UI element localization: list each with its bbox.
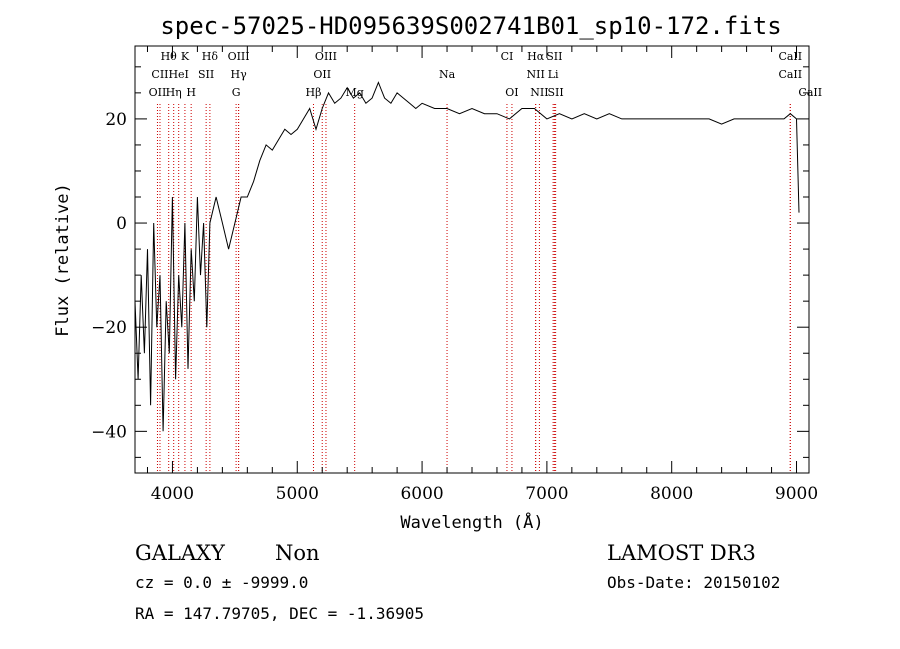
x-axis-label: Wavelength (Å)	[400, 511, 543, 533]
spectral-line-label: Li	[548, 68, 559, 81]
spectral-line-label: SII	[198, 68, 214, 81]
x-tick-label: 9000	[775, 484, 818, 504]
coordinates-readout: RA = 147.79705, DEC = -1.36905	[135, 604, 424, 623]
x-tick-label: 4000	[151, 484, 194, 504]
spectral-line-label: SII	[546, 50, 562, 63]
spectral-line-label: SII	[548, 86, 564, 99]
spectrum-series-line	[134, 81, 800, 432]
spectral-line-label: CI	[501, 50, 514, 63]
spectral-line-label: K	[181, 50, 190, 63]
x-tick-label: 7000	[525, 484, 568, 504]
spectral-line-label: CII	[151, 68, 168, 81]
spectral-line-label: Hη	[166, 86, 182, 99]
y-tick-label: 0	[116, 214, 127, 234]
object-subclass: Non	[275, 541, 320, 565]
y-tick-label: 20	[105, 110, 127, 130]
spectral-line-label: Hβ	[306, 86, 322, 99]
object-class: GALAXY	[135, 541, 226, 565]
x-tick-label: 5000	[276, 484, 319, 504]
observation-date: Obs-Date: 20150102	[607, 573, 780, 592]
spectral-line-label: CaII	[778, 50, 802, 63]
spectral-line-label: Mg	[346, 86, 364, 99]
spectral-line-label: NII	[530, 86, 548, 99]
survey-name: LAMOST DR3	[607, 541, 756, 565]
spectral-line-label: Hθ	[161, 50, 178, 63]
spectral-line-label: H	[186, 86, 196, 99]
spectral-line-label: Hδ	[202, 50, 219, 63]
spectral-line-label: OIII	[228, 50, 250, 63]
spectral-line-label: HeI	[168, 68, 188, 81]
y-tick-label: −20	[91, 318, 127, 338]
y-axis-label: Flux (relative)	[53, 183, 73, 337]
spectral-line-label: OII	[149, 86, 167, 99]
spectral-line-label: OII	[313, 68, 331, 81]
spectral-line-label: CaII	[798, 86, 822, 99]
chart-title: spec-57025-HD095639S002741B01_sp10-172.f…	[160, 12, 781, 40]
x-tick-label: 8000	[650, 484, 693, 504]
spectral-line-label: G	[232, 86, 241, 99]
y-axis: −40 −20 0 20	[91, 66, 809, 458]
y-tick-label: −40	[91, 422, 127, 442]
x-tick-label: 6000	[400, 484, 443, 504]
spectral-line-label: Hα	[527, 50, 545, 63]
spectral-line-label: Hγ	[231, 68, 248, 81]
spectral-line-label: OIII	[315, 50, 337, 63]
x-axis: 4000 5000 6000 7000 8000 9000	[146, 46, 818, 504]
redshift-readout: cz = 0.0 ± -9999.0	[135, 573, 308, 592]
spectral-line-markers	[156, 104, 791, 473]
spectral-line-label: OI	[505, 86, 518, 99]
spectral-line-label: NII	[526, 68, 544, 81]
spectral-line-label: CaII	[778, 68, 802, 81]
spectral-line-label: Na	[439, 68, 456, 81]
